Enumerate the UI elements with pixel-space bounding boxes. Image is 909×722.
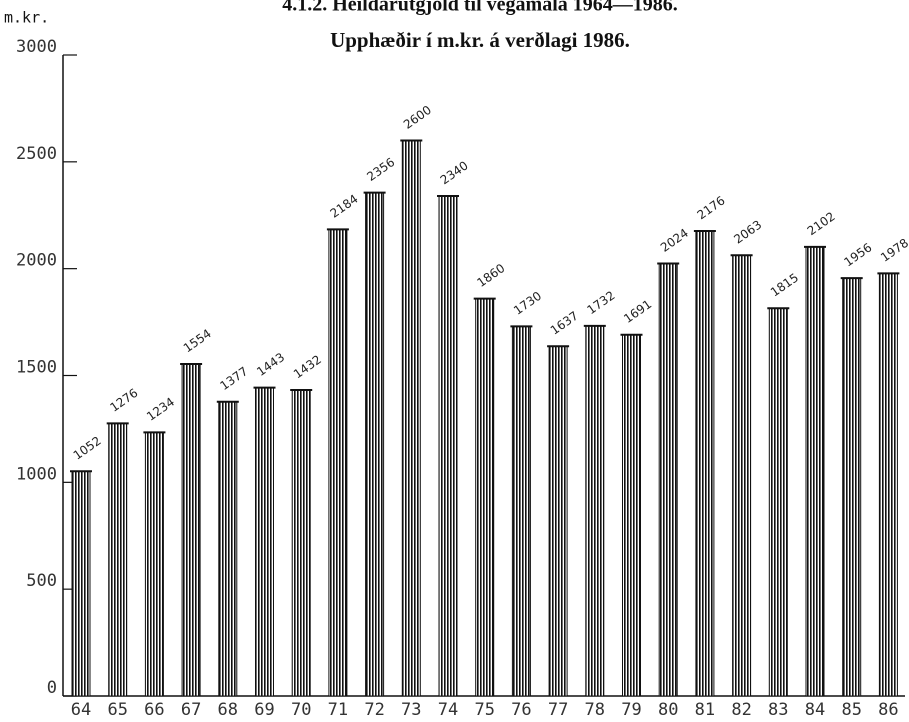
- chart-subtitle: Upphæðir í m.kr. á verðlagi 1986.: [330, 28, 630, 52]
- value-label: 2063: [731, 218, 764, 247]
- x-tick-label: 80: [658, 700, 678, 720]
- bar: [401, 139, 421, 697]
- y-tick-label: 3000: [16, 37, 57, 57]
- bar: [732, 254, 752, 697]
- bar: [695, 230, 715, 697]
- value-label: 1860: [474, 261, 507, 290]
- bar: [71, 470, 91, 697]
- x-tick-label: 74: [438, 700, 458, 720]
- bar: [328, 228, 348, 697]
- chart-title: 4.1.2. Heildarútgjöld til vegamála 1964—…: [282, 0, 678, 16]
- x-tick-label: 85: [841, 700, 861, 720]
- bar: [805, 246, 825, 697]
- value-label: 1052: [71, 434, 104, 463]
- x-tick-label: 66: [144, 700, 164, 720]
- y-tick-label: 2500: [16, 144, 57, 164]
- bar: [475, 298, 495, 697]
- bar: [218, 401, 238, 697]
- bar: [548, 345, 568, 697]
- x-tick-label: 69: [254, 700, 274, 720]
- x-tick-label: 86: [878, 700, 898, 720]
- bar: [511, 325, 531, 697]
- bar: [585, 325, 605, 697]
- y-tick-label: 1500: [16, 358, 57, 378]
- value-label: 1234: [144, 395, 177, 424]
- value-label: 1443: [254, 350, 287, 379]
- value-label: 2340: [438, 158, 471, 187]
- value-label: 2102: [805, 209, 838, 238]
- bar: [108, 422, 128, 697]
- y-axis-label: m.kr.: [4, 9, 49, 27]
- value-label: 1730: [511, 289, 544, 318]
- bar: [291, 389, 311, 697]
- x-tick-label: 77: [548, 700, 568, 720]
- x-tick-label: 75: [474, 700, 494, 720]
- x-tick-label: 84: [805, 700, 825, 720]
- bar: [768, 307, 788, 697]
- value-label: 1978: [878, 236, 909, 265]
- value-label: 2356: [364, 155, 397, 184]
- value-label: 1377: [217, 364, 250, 393]
- value-label: 2024: [658, 226, 691, 255]
- value-label: 1732: [584, 288, 617, 317]
- bar: [842, 277, 862, 697]
- x-tick-label: 79: [621, 700, 641, 720]
- bar: [365, 192, 385, 697]
- x-tick-label: 76: [511, 700, 531, 720]
- bar: [878, 272, 898, 697]
- value-label: 1637: [548, 309, 581, 338]
- value-label: 1554: [181, 326, 214, 355]
- value-label: 1956: [841, 240, 874, 269]
- x-tick-label: 70: [291, 700, 311, 720]
- value-label: 2600: [401, 103, 434, 132]
- value-label: 2184: [328, 192, 361, 221]
- x-tick-label: 83: [768, 700, 788, 720]
- x-tick-label: 64: [71, 700, 91, 720]
- value-label: 1432: [291, 352, 324, 381]
- value-label: 1691: [621, 297, 654, 326]
- y-tick-label: 0: [47, 678, 57, 698]
- y-tick-label: 2000: [16, 251, 57, 271]
- x-tick-label: 68: [218, 700, 238, 720]
- x-tick-label: 82: [731, 700, 751, 720]
- bar: [622, 334, 641, 697]
- bar: [255, 387, 274, 697]
- x-tick-label: 81: [695, 700, 715, 720]
- y-tick-label: 1000: [16, 464, 57, 484]
- y-tick-label: 500: [26, 571, 57, 591]
- bar: [438, 195, 458, 697]
- x-tick-label: 67: [181, 700, 201, 720]
- x-tick-label: 71: [328, 700, 348, 720]
- x-tick-label: 65: [107, 700, 127, 720]
- value-label: 1815: [768, 271, 801, 300]
- x-tick-label: 72: [364, 700, 384, 720]
- bar: [181, 363, 201, 697]
- value-label: 1276: [107, 386, 140, 415]
- bar: [658, 263, 678, 697]
- bar: [144, 431, 164, 697]
- x-tick-label: 73: [401, 700, 421, 720]
- x-tick-label: 78: [585, 700, 605, 720]
- value-label: 2176: [695, 193, 728, 222]
